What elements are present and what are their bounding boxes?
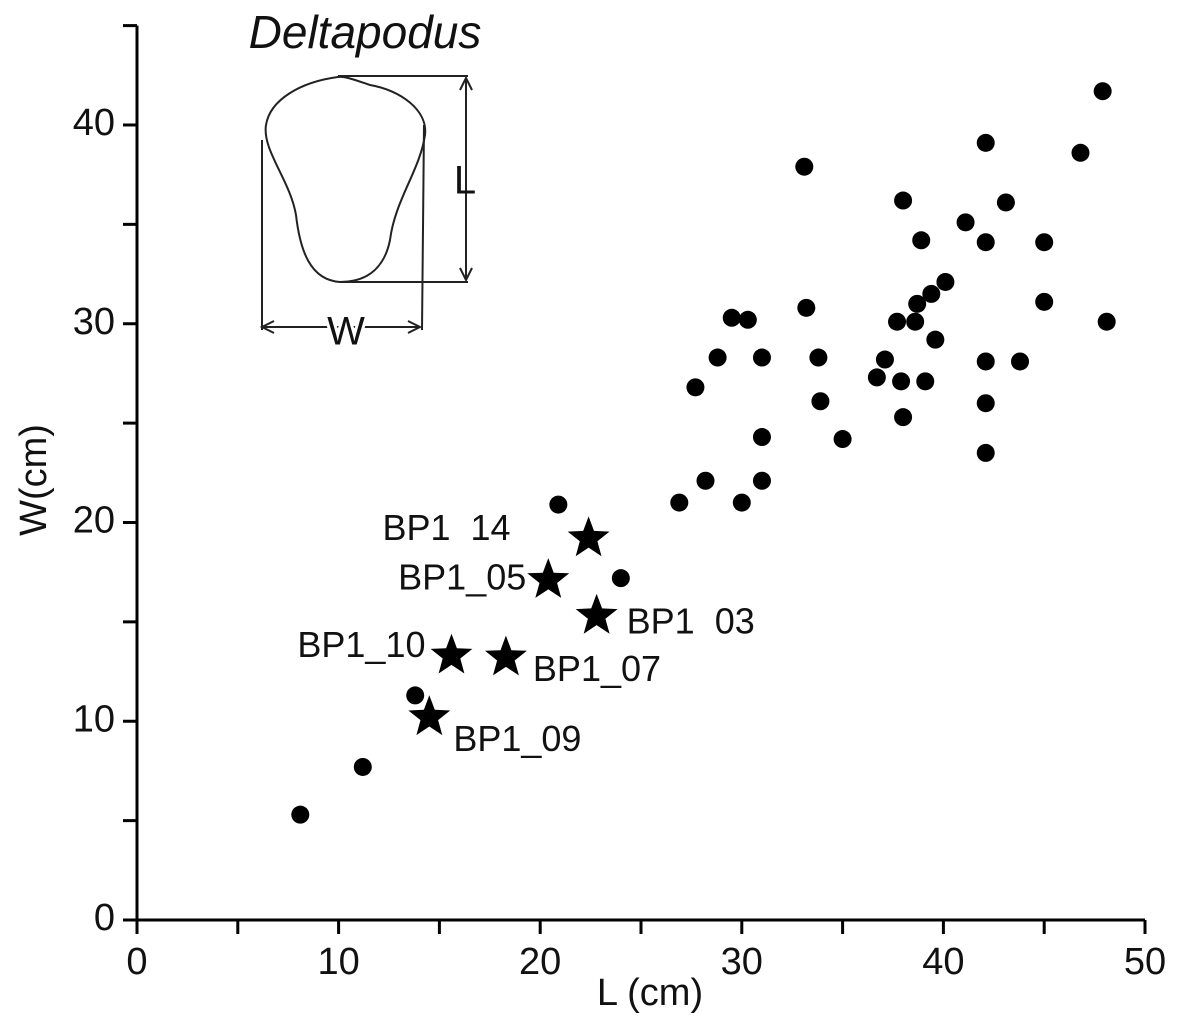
point (1093, 82, 1112, 101)
x-tick-label: 20 (519, 941, 561, 983)
point (1071, 143, 1090, 162)
point-label: BP1_05 (398, 557, 526, 598)
point (912, 231, 931, 250)
y-axis-title: W(cm) (13, 424, 55, 536)
y-tick-label: 0 (94, 897, 115, 939)
x-axis-title: L (cm) (597, 972, 703, 1014)
point (809, 348, 828, 367)
star-point (575, 593, 618, 634)
point (1097, 312, 1116, 331)
point (752, 428, 771, 447)
point (670, 493, 689, 512)
point (406, 686, 425, 705)
star-point (527, 558, 570, 598)
y-tick-label: 20 (73, 500, 115, 542)
point (976, 133, 995, 152)
point-label: BP1_10 (297, 624, 425, 665)
point-label: BP1_09 (453, 718, 581, 759)
inset-diagram (259, 75, 473, 334)
point (353, 757, 372, 776)
inset-width-label: W (327, 310, 365, 354)
point (797, 298, 816, 317)
x-tick-label: 10 (317, 941, 359, 983)
point (732, 493, 751, 512)
point (916, 372, 935, 391)
point-label: BP1_07 (533, 648, 661, 689)
y-tick-label: 30 (73, 301, 115, 343)
point (892, 372, 911, 391)
star-point (430, 633, 473, 674)
star-point (485, 635, 527, 676)
point (291, 805, 310, 824)
point (1035, 292, 1054, 311)
point (867, 368, 886, 387)
point (752, 348, 771, 367)
point (696, 471, 715, 490)
point (833, 430, 852, 449)
x-tick-label: 40 (922, 941, 964, 983)
point (708, 348, 727, 367)
point (875, 350, 894, 369)
point (722, 308, 741, 327)
point (976, 233, 995, 252)
y-tick-label: 40 (73, 102, 115, 144)
point (936, 272, 955, 291)
point (811, 392, 830, 411)
point (922, 284, 941, 303)
point (1035, 233, 1054, 252)
inset-length-label: L (454, 159, 476, 203)
point-label: BP1 03 (627, 600, 755, 641)
inset-title: Deltapodus (249, 6, 482, 58)
point (686, 378, 705, 397)
point (996, 193, 1015, 212)
point (976, 394, 995, 413)
point (549, 495, 568, 514)
point (976, 352, 995, 371)
x-tick-label: 0 (126, 941, 147, 983)
point (956, 213, 975, 232)
point (795, 157, 814, 176)
point (752, 471, 771, 490)
point (906, 312, 925, 331)
point (894, 191, 913, 210)
x-tick-label: 50 (1124, 941, 1166, 983)
point (1011, 352, 1030, 371)
point (888, 312, 907, 331)
point-label: BP1 14 (382, 507, 510, 548)
point (976, 443, 995, 462)
point (926, 330, 945, 349)
star-point (567, 516, 610, 557)
point (908, 294, 927, 313)
point (611, 569, 630, 588)
x-tick-label: 30 (721, 941, 763, 983)
y-tick-label: 10 (73, 698, 115, 740)
point (738, 310, 757, 329)
point (894, 408, 913, 427)
star-point (408, 695, 451, 736)
